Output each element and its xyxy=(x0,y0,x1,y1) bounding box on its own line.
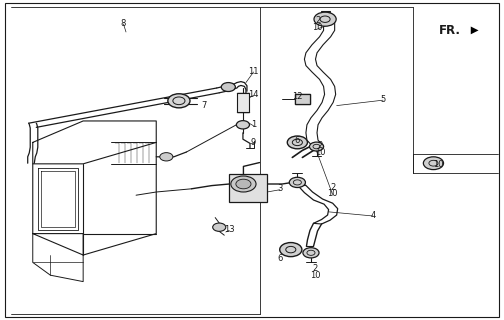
Circle shape xyxy=(287,136,307,149)
Text: 7: 7 xyxy=(202,101,207,110)
Text: 14: 14 xyxy=(248,90,259,99)
Text: 9: 9 xyxy=(251,138,256,147)
Text: 2: 2 xyxy=(318,141,323,150)
Text: 2: 2 xyxy=(330,183,335,192)
Text: 5: 5 xyxy=(381,95,386,104)
Text: 10: 10 xyxy=(315,148,325,156)
Text: 6: 6 xyxy=(295,136,300,145)
Text: 11: 11 xyxy=(248,67,259,76)
Text: 10: 10 xyxy=(433,160,444,169)
Circle shape xyxy=(231,176,256,192)
Bar xyxy=(229,174,267,202)
Text: 1: 1 xyxy=(251,120,256,129)
Circle shape xyxy=(309,142,324,151)
Circle shape xyxy=(423,157,444,170)
Circle shape xyxy=(314,12,336,26)
Circle shape xyxy=(221,83,235,92)
Circle shape xyxy=(213,223,226,231)
Text: FR.: FR. xyxy=(438,24,461,37)
Text: 2: 2 xyxy=(312,264,318,273)
Bar xyxy=(295,94,310,104)
Text: 10: 10 xyxy=(312,23,323,32)
Text: 8: 8 xyxy=(121,19,126,28)
Text: 10: 10 xyxy=(328,189,338,198)
Text: 10: 10 xyxy=(310,271,320,280)
Circle shape xyxy=(289,177,305,188)
Circle shape xyxy=(236,179,251,189)
Text: 12: 12 xyxy=(292,92,302,101)
Text: 13: 13 xyxy=(224,225,235,234)
Circle shape xyxy=(168,94,190,108)
Circle shape xyxy=(280,243,302,257)
Circle shape xyxy=(160,153,173,161)
Circle shape xyxy=(303,248,319,258)
Text: 3: 3 xyxy=(277,184,282,193)
Bar xyxy=(237,93,249,112)
Circle shape xyxy=(236,121,249,129)
Text: 4: 4 xyxy=(370,211,375,220)
Text: 6: 6 xyxy=(277,254,282,263)
Text: 2: 2 xyxy=(315,16,320,25)
